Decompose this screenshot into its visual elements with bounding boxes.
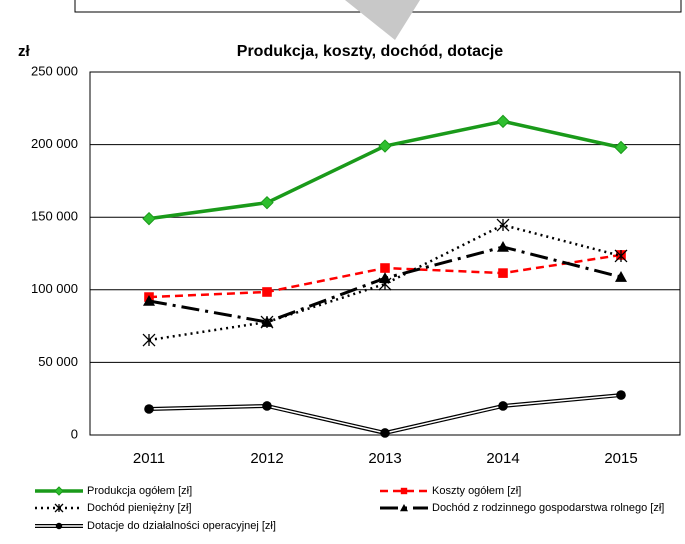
marker [262, 401, 272, 411]
x-tick-label: 2015 [604, 450, 637, 467]
marker [614, 140, 628, 155]
y-tick-label: 200 000 [31, 136, 78, 151]
marker [379, 272, 391, 283]
marker [144, 404, 154, 414]
marker [260, 195, 274, 210]
marker [498, 401, 508, 411]
marker [55, 522, 63, 530]
y-tick-label: 50 000 [38, 354, 78, 369]
chart-title: Produkcja, koszty, dochód, dotacje [237, 43, 504, 60]
legend-label: Dotacje do działalności operacyjnej [zł] [87, 520, 276, 532]
marker [262, 287, 272, 297]
marker [615, 271, 627, 282]
marker [497, 240, 509, 252]
marker [380, 263, 390, 273]
decor-arrow [345, 0, 420, 40]
marker [380, 428, 390, 438]
y-tick-label: 0 [71, 426, 78, 441]
marker [496, 218, 510, 232]
marker [614, 249, 628, 263]
marker [142, 211, 156, 226]
y-tick-label: 250 000 [31, 63, 78, 78]
x-tick-label: 2011 [133, 450, 165, 467]
marker [498, 268, 508, 278]
marker [496, 114, 510, 129]
x-tick-label: 2012 [250, 450, 283, 467]
y-tick-label: 150 000 [31, 209, 78, 224]
marker [54, 486, 64, 496]
marker [378, 139, 392, 153]
legend-label: Koszty ogółem [zł] [432, 485, 521, 497]
marker [400, 504, 408, 512]
legend-label: Dochód z rodzinnego gospodarstwa rolnego… [432, 502, 664, 514]
legend-label: Produkcja ogółem [zł] [87, 485, 192, 497]
marker [54, 503, 64, 513]
x-tick-label: 2013 [368, 450, 401, 467]
y-tick-label: 100 000 [31, 281, 78, 296]
legend-label: Dochód pieniężny [zł] [87, 502, 192, 514]
y-axis-unit: zł [18, 43, 31, 60]
marker [400, 487, 408, 495]
series-line [148, 223, 622, 342]
marker [143, 294, 155, 306]
marker [142, 333, 156, 347]
marker [261, 316, 273, 327]
marker [616, 390, 626, 400]
x-tick-label: 2014 [486, 450, 519, 467]
